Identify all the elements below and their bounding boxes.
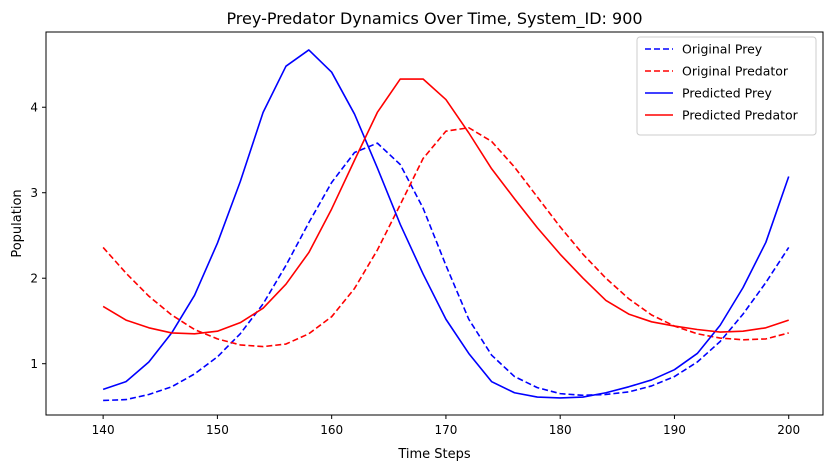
x-tick-label: 150 xyxy=(206,423,229,437)
y-tick-label: 1 xyxy=(30,357,38,371)
legend: Original Prey Original Predator Predicted … xyxy=(636,36,817,136)
y-tick-label: 4 xyxy=(30,101,38,115)
legend-box xyxy=(636,36,817,136)
series-line-1 xyxy=(103,142,790,402)
x-tick-label: 170 xyxy=(434,423,457,437)
legend-label: Predicted Predator xyxy=(682,108,799,123)
x-tick-label: 140 xyxy=(92,423,115,437)
series-layer xyxy=(102,49,790,402)
x-tick-label: 200 xyxy=(777,423,800,437)
y-tick-label: 3 xyxy=(30,186,38,200)
legend-label: Original Predator xyxy=(682,64,789,79)
chart-title: Prey-Predator Dynamics Over Time, System… xyxy=(226,9,642,29)
legend-label: Predicted Prey xyxy=(682,86,773,101)
x-tick-label: 160 xyxy=(320,423,343,437)
x-tick-label: 180 xyxy=(549,423,572,437)
axes-layer: 140 150 160 170 180 190 200 1 2 3 4 xyxy=(30,101,800,437)
legend-label: Original Prey xyxy=(682,42,763,57)
x-tick-label: 190 xyxy=(663,423,686,437)
plot-frame xyxy=(45,31,824,416)
series-line-4 xyxy=(102,78,789,335)
y-axis-label: Population xyxy=(10,189,25,257)
y-tick-label: 2 xyxy=(30,272,38,286)
x-axis-label: Time Steps xyxy=(397,447,471,462)
series-line-3 xyxy=(102,49,790,399)
